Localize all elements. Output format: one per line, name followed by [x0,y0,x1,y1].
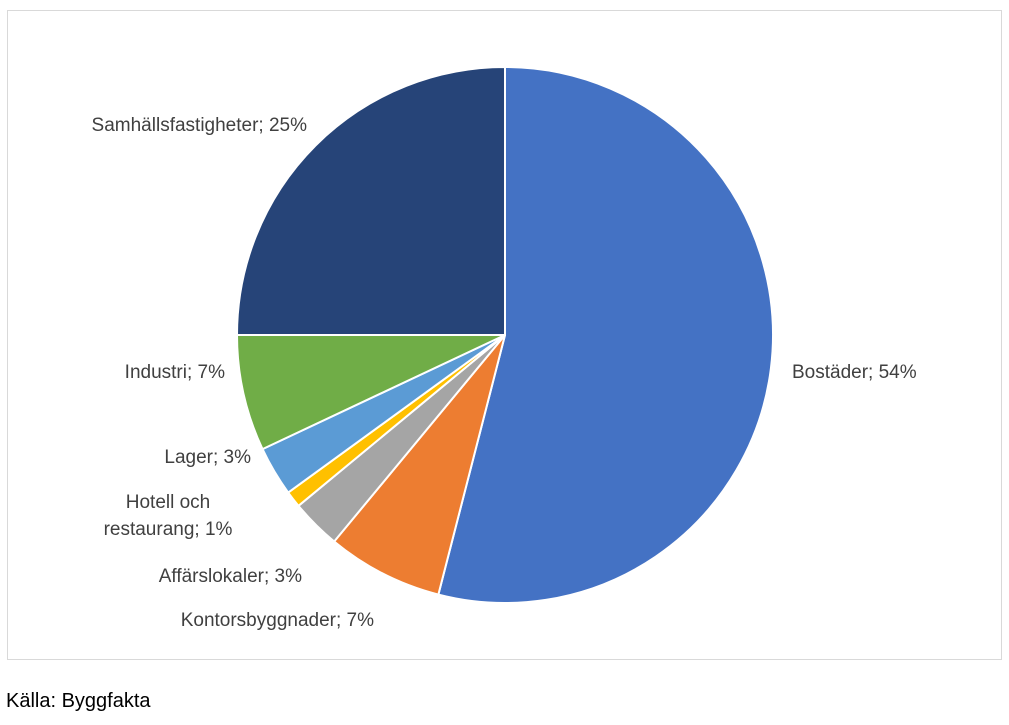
slice-labels: Bostäder; 54% Kontorsbyggnader; 7% Affärsl… [92,115,917,631]
slice-label: Kontorsbyggnader; 7% [181,610,374,631]
slice-label: Lager; 3% [164,447,251,468]
slice-label: Affärslokaler; 3% [159,566,302,587]
pie-slice-samhällsfastigheter [236,66,506,336]
source-caption: Källa: Byggfakta [6,690,151,712]
pie-slice-bostäder [437,66,775,604]
pie-slice-kontorsbyggnader [333,334,506,596]
slice-label: Samhällsfastigheter; 25% [92,115,308,136]
pie-slices [236,66,775,604]
slice-label: Bostäder; 54% [792,362,917,383]
slice-label: Industri; 7% [125,362,225,383]
pie-slice-industri [236,334,506,451]
slice-label: Hotell och restaurang; 1% [104,492,233,540]
